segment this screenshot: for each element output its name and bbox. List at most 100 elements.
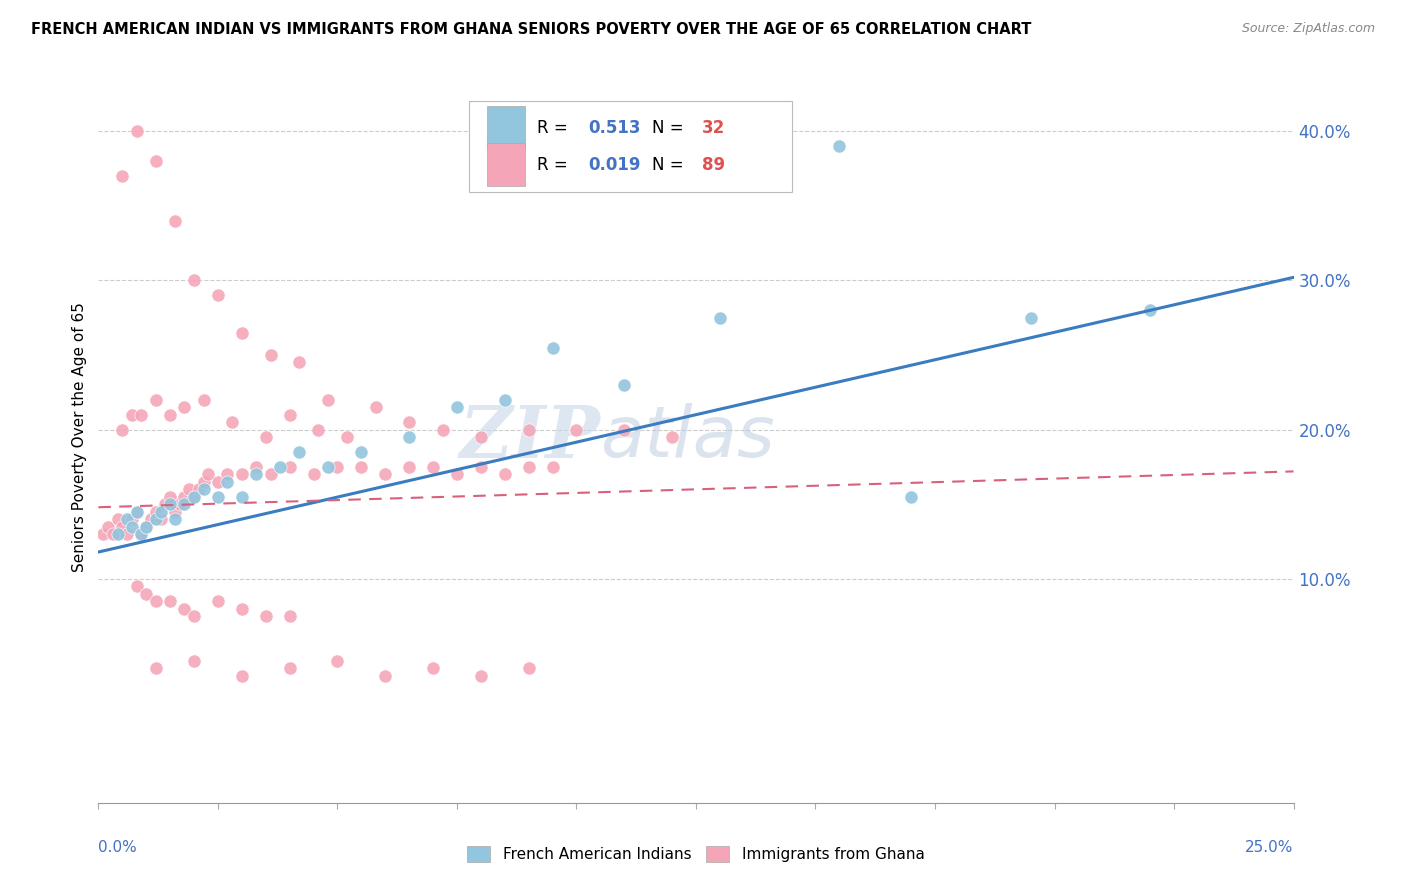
Point (422, 661, 444, 675)
Point (135, 519, 157, 533)
Text: N =: N = (652, 119, 689, 136)
Point (125, 505, 148, 519)
Point (422, 459, 444, 474)
Point (398, 459, 420, 474)
Point (709, 310, 731, 325)
FancyBboxPatch shape (486, 106, 524, 149)
Point (398, 430, 420, 444)
Point (115, 527, 138, 541)
Point (613, 423, 636, 437)
Point (145, 594, 167, 608)
Point (446, 401, 468, 415)
Text: 89: 89 (702, 156, 725, 174)
Point (183, 273, 205, 287)
Point (111, 169, 134, 183)
Point (217, 467, 239, 482)
Point (145, 392, 167, 407)
Point (259, 467, 281, 482)
Point (159, 490, 181, 504)
Point (828, 139, 851, 153)
Point (494, 467, 516, 482)
Point (245, 467, 267, 482)
Point (131, 527, 153, 541)
Point (364, 401, 387, 415)
Point (183, 654, 205, 668)
Point (259, 348, 281, 362)
Point (231, 326, 253, 340)
Point (565, 423, 588, 437)
Point (111, 423, 134, 437)
Point (173, 497, 195, 511)
Text: 0.513: 0.513 (589, 119, 641, 136)
Point (183, 490, 205, 504)
Point (231, 490, 253, 504)
Point (135, 587, 157, 601)
Point (107, 527, 129, 541)
Point (145, 153, 167, 168)
Point (193, 392, 215, 407)
Point (302, 467, 325, 482)
Point (135, 519, 157, 533)
Point (145, 512, 167, 526)
Point (541, 341, 564, 355)
Text: R =: R = (537, 119, 574, 136)
Point (350, 459, 373, 474)
Y-axis label: Seniors Poverty Over the Age of 65: Seniors Poverty Over the Age of 65 (72, 302, 87, 572)
Point (159, 497, 181, 511)
Point (288, 445, 311, 459)
Point (494, 392, 516, 407)
Point (115, 512, 138, 526)
Point (517, 661, 540, 675)
Point (193, 483, 215, 497)
Point (145, 505, 167, 519)
Point (613, 377, 636, 392)
Text: FRENCH AMERICAN INDIAN VS IMMIGRANTS FROM GHANA SENIORS POVERTY OVER THE AGE OF : FRENCH AMERICAN INDIAN VS IMMIGRANTS FRO… (31, 22, 1032, 37)
Point (470, 669, 492, 683)
Point (197, 467, 219, 482)
Point (278, 459, 301, 474)
Point (163, 505, 186, 519)
Point (470, 430, 492, 444)
Point (121, 519, 143, 533)
Point (193, 475, 215, 489)
Point (125, 579, 148, 593)
Point (163, 512, 186, 526)
Point (269, 459, 291, 474)
Point (131, 527, 153, 541)
Point (221, 415, 243, 429)
Point (517, 459, 540, 474)
Point (278, 609, 301, 624)
Point (336, 430, 359, 444)
Point (661, 430, 683, 444)
Point (121, 408, 143, 422)
Point (149, 512, 172, 526)
Point (254, 609, 277, 624)
Text: 25.0%: 25.0% (1246, 840, 1294, 855)
Point (288, 355, 311, 369)
Text: Source: ZipAtlas.com: Source: ZipAtlas.com (1241, 22, 1375, 36)
Point (125, 505, 148, 519)
Point (1019, 310, 1042, 325)
Point (278, 661, 301, 675)
Text: R =: R = (537, 156, 574, 174)
Point (111, 519, 134, 533)
Point (187, 483, 209, 497)
Point (446, 467, 468, 482)
Point (159, 594, 181, 608)
Point (139, 512, 162, 526)
Point (1139, 303, 1161, 318)
FancyBboxPatch shape (486, 144, 524, 186)
Point (231, 467, 253, 482)
Point (231, 601, 253, 615)
Point (231, 669, 253, 683)
Point (183, 609, 205, 624)
Point (278, 408, 301, 422)
Point (125, 124, 148, 138)
Point (316, 392, 339, 407)
Point (173, 401, 195, 415)
Point (350, 445, 373, 459)
Point (517, 423, 540, 437)
Text: 32: 32 (702, 119, 725, 136)
Legend: French American Indians, Immigrants from Ghana: French American Indians, Immigrants from… (461, 840, 931, 868)
Point (207, 594, 229, 608)
